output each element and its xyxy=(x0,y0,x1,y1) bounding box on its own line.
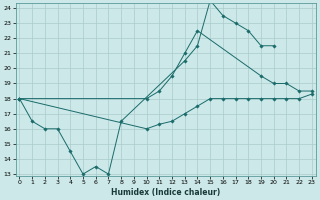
X-axis label: Humidex (Indice chaleur): Humidex (Indice chaleur) xyxy=(111,188,220,197)
